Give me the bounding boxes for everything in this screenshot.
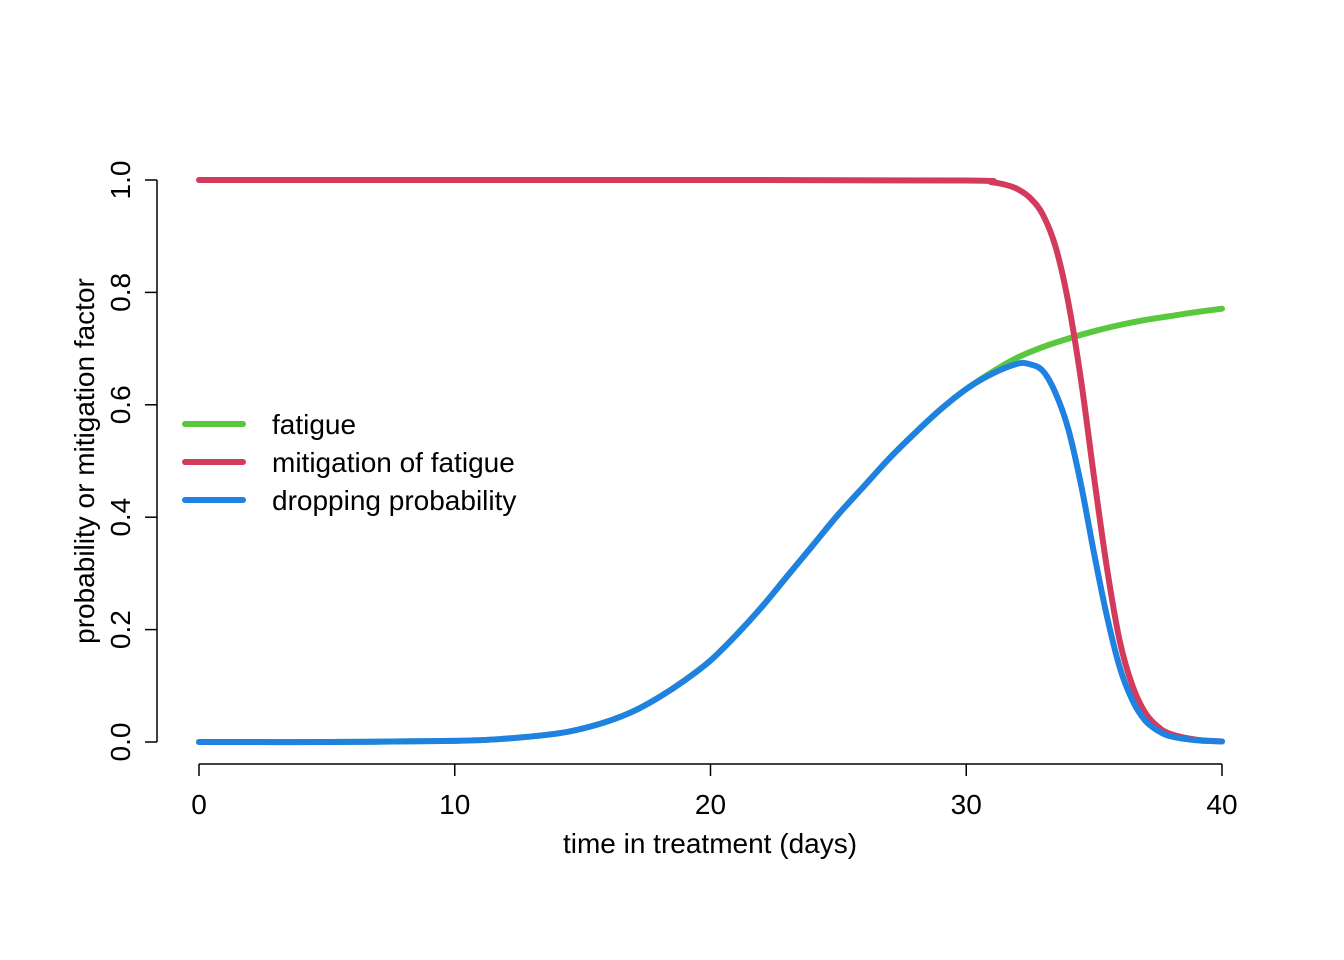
y-tick-label: 1.0: [105, 161, 136, 200]
y-tick-label: 0.2: [105, 610, 136, 649]
y-axis: 0.0 0.2 0.4 0.6 0.8 1.0: [105, 161, 158, 762]
x-tick-label: 10: [439, 789, 470, 820]
x-tick-label: 40: [1206, 789, 1237, 820]
y-tick-label: 0.4: [105, 498, 136, 537]
series-line-dropping: [196, 359, 1225, 746]
legend: fatigue mitigation of fatigue dropping p…: [182, 409, 516, 516]
x-tick-label: 0: [191, 789, 207, 820]
series-line-fatigue: [196, 305, 1225, 746]
series-line-mitigation: [196, 176, 1225, 745]
x-tick-label: 20: [695, 789, 726, 820]
legend-label-dropping: dropping probability: [272, 485, 516, 516]
legend-label-fatigue: fatigue: [272, 409, 356, 440]
x-axis: 0 10 20 30 40: [191, 763, 1238, 820]
y-axis-label: probability or mitigation factor: [69, 278, 100, 644]
legend-label-mitigation: mitigation of fatigue: [272, 447, 515, 478]
x-axis-label: time in treatment (days): [563, 828, 857, 859]
y-tick-label: 0.6: [105, 385, 136, 424]
y-tick-label: 0.8: [105, 273, 136, 312]
x-tick-label: 30: [951, 789, 982, 820]
plot-area: [196, 176, 1225, 746]
y-tick-label: 0.0: [105, 723, 136, 762]
